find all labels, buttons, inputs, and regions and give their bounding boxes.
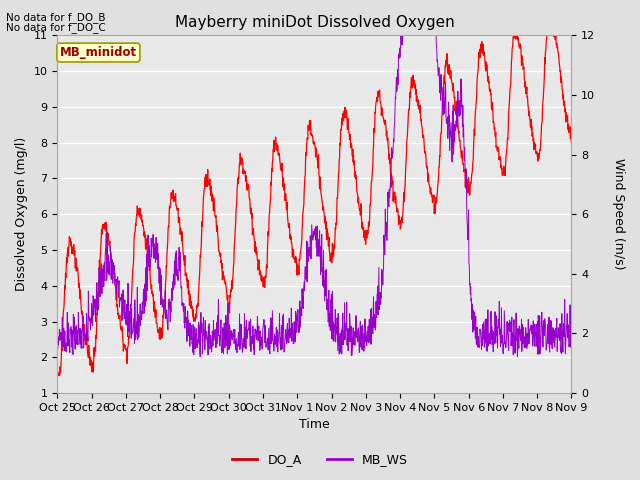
Text: No data for f_DO_C: No data for f_DO_C: [6, 22, 106, 33]
Text: No data for f_DO_B: No data for f_DO_B: [6, 12, 106, 23]
Y-axis label: Wind Speed (m/s): Wind Speed (m/s): [612, 158, 625, 270]
X-axis label: Time: Time: [299, 419, 330, 432]
Legend: DO_A, MB_WS: DO_A, MB_WS: [227, 448, 413, 471]
Text: MB_minidot: MB_minidot: [60, 46, 137, 59]
Title: Mayberry miniDot Dissolved Oxygen: Mayberry miniDot Dissolved Oxygen: [175, 15, 454, 30]
Y-axis label: Dissolved Oxygen (mg/l): Dissolved Oxygen (mg/l): [15, 137, 28, 291]
